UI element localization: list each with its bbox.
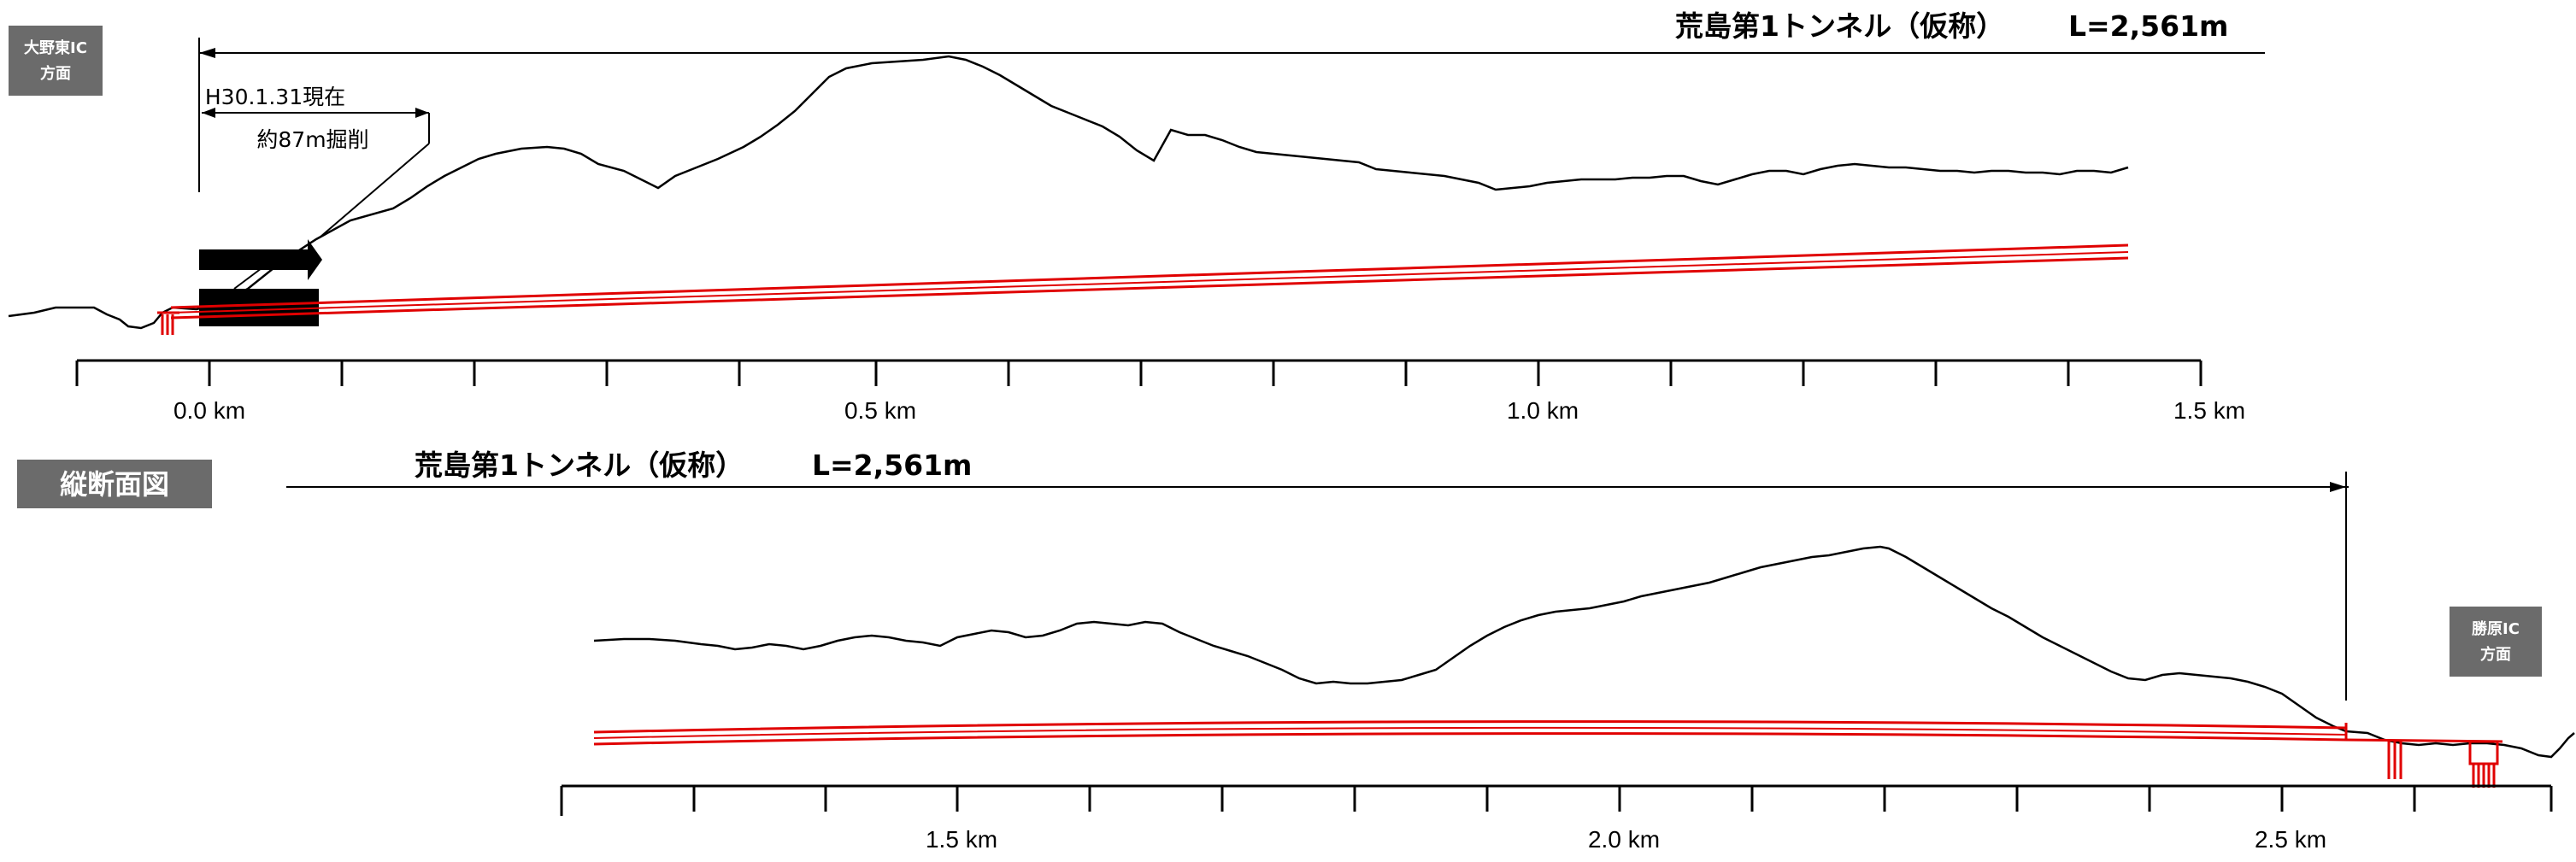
- excavation-arrow: [199, 239, 322, 280]
- excavation-leader: [233, 252, 283, 290]
- section-label: 縦断面図: [60, 468, 169, 501]
- progress-date: H30.1.31現在: [205, 85, 345, 109]
- terrain-profile-top: [8, 55, 2129, 330]
- tick-label-top-3: 1.5 km: [2173, 397, 2245, 424]
- direction-box-left: 大野東IC 方面: [9, 26, 103, 96]
- tunnel-length-dimension-top: [198, 38, 2265, 192]
- tick-label-top-1: 0.5 km: [844, 397, 916, 424]
- terrain-profile-bottom: [593, 545, 2575, 759]
- tunnel-name-bottom: 荒島第1トンネル（仮称）: [415, 449, 744, 482]
- progress-excavated: 約87m掘削: [256, 127, 368, 152]
- section-label-box: 縦断面図: [17, 460, 212, 508]
- progress-annotation: H30.1.31現在 約87m掘削: [202, 85, 430, 238]
- direction-box-right: 勝原IC 方面: [2450, 607, 2542, 677]
- tick-label-bottom-1: 2.0 km: [1588, 826, 1660, 853]
- tick-label-top-0: 0.0 km: [173, 397, 245, 424]
- tunnel-name-top: 荒島第1トンネル（仮称）: [1675, 9, 2004, 43]
- tick-label-bottom-2: 2.5 km: [2255, 826, 2326, 853]
- direction-right-line1: 勝原IC: [2472, 619, 2520, 638]
- km-axis-bottom: [560, 784, 2553, 816]
- tick-label-top-2: 1.0 km: [1507, 397, 1579, 424]
- direction-right-line2: 方面: [2480, 645, 2511, 664]
- tunnel-length-bottom: L=2,561m: [812, 449, 972, 482]
- tunnel-length-dimension-bottom: [286, 472, 2349, 701]
- tunnel-alignment-bottom: [593, 720, 2503, 746]
- tick-label-bottom-0: 1.5 km: [926, 826, 997, 853]
- direction-left-line1: 大野東IC: [24, 38, 87, 57]
- excavated-section: [199, 289, 319, 326]
- direction-left-line2: 方面: [40, 64, 71, 83]
- tunnel-length-top: L=2,561m: [2068, 9, 2228, 43]
- portal-structure-right: [2387, 740, 2499, 788]
- km-axis-top: [75, 359, 2203, 386]
- tunnel-alignment-top: [170, 243, 2129, 320]
